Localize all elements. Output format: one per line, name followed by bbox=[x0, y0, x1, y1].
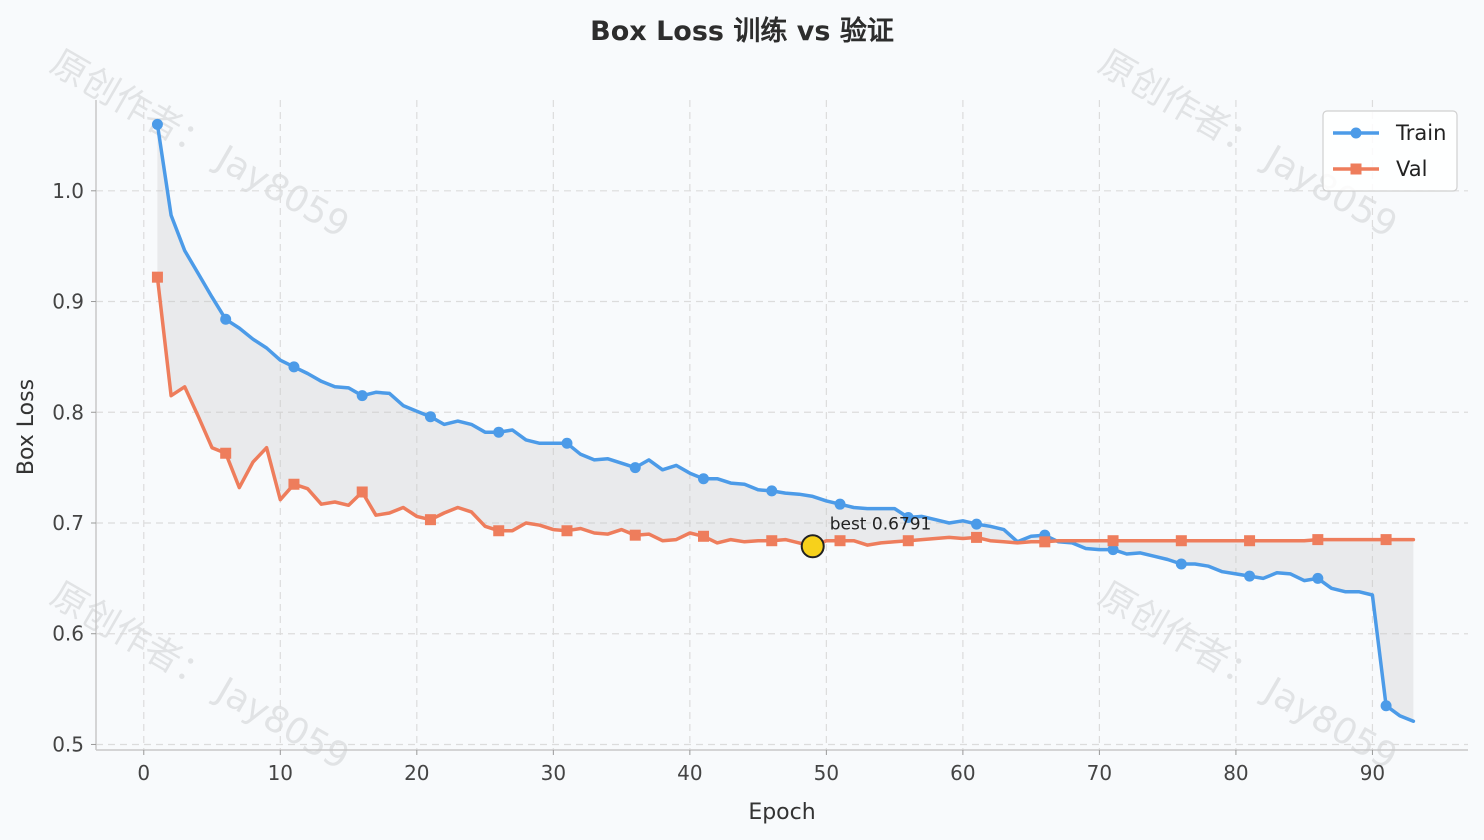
fill-between bbox=[157, 124, 1414, 722]
x-tick-label: 90 bbox=[1360, 761, 1385, 785]
val-point bbox=[629, 529, 641, 541]
x-tick-label: 70 bbox=[1087, 761, 1112, 785]
train-point bbox=[1380, 700, 1392, 712]
val-point bbox=[356, 486, 368, 498]
best-annotation: best 0.6791 bbox=[800, 514, 932, 559]
val-point bbox=[1039, 536, 1051, 548]
val-point bbox=[971, 531, 983, 543]
val-point bbox=[698, 530, 710, 542]
val-point bbox=[151, 271, 163, 283]
train-point bbox=[1175, 558, 1187, 570]
x-tick-label: 80 bbox=[1223, 761, 1248, 785]
val-point bbox=[1312, 534, 1324, 546]
val-point bbox=[1175, 535, 1187, 547]
best-point-marker bbox=[800, 534, 825, 559]
legend: Train Val bbox=[1322, 110, 1458, 192]
val-point bbox=[561, 525, 573, 537]
train-point bbox=[698, 473, 710, 485]
train-point bbox=[834, 498, 846, 510]
val-point bbox=[220, 447, 232, 459]
watermark-text: 原创作者： Jay8059 bbox=[44, 42, 356, 246]
train-point bbox=[1312, 572, 1324, 584]
best-point-label: best 0.6791 bbox=[830, 514, 932, 534]
train-point bbox=[493, 426, 505, 438]
x-tick-label: 10 bbox=[268, 761, 293, 785]
watermark-text: 原创作者： Jay8059 bbox=[1092, 574, 1404, 778]
y-axis-label: Box Loss bbox=[14, 379, 39, 475]
series-layer bbox=[151, 118, 1416, 723]
x-tick-label: 50 bbox=[814, 761, 839, 785]
train-point bbox=[1244, 570, 1256, 582]
x-tick-label: 40 bbox=[677, 761, 702, 785]
train-val-gap-area bbox=[157, 124, 1414, 722]
val-point bbox=[424, 514, 436, 526]
val-point bbox=[1380, 534, 1392, 546]
y-tick-label: 0.7 bbox=[52, 511, 84, 535]
train-point bbox=[220, 313, 232, 325]
train-point bbox=[356, 390, 368, 402]
chart-title: Box Loss 训练 vs 验证 bbox=[590, 15, 894, 47]
legend-label-train: Train bbox=[1395, 121, 1446, 145]
train-point bbox=[288, 361, 300, 373]
x-axis-label: Epoch bbox=[748, 800, 815, 825]
train-point bbox=[971, 518, 983, 530]
y-tick-label: 0.5 bbox=[52, 732, 84, 756]
train-point bbox=[629, 462, 641, 474]
train-point bbox=[902, 511, 914, 523]
val-line bbox=[155, 275, 1416, 549]
val-point bbox=[902, 535, 914, 547]
train-point bbox=[151, 118, 163, 130]
val-point bbox=[1107, 535, 1119, 547]
legend-marker-val bbox=[1350, 163, 1362, 175]
legend-marker-train bbox=[1350, 127, 1362, 139]
y-tick-label: 1.0 bbox=[52, 179, 84, 203]
x-tick-label: 60 bbox=[950, 761, 975, 785]
train-point bbox=[1107, 544, 1119, 556]
legend-label-val: Val bbox=[1396, 157, 1427, 181]
train-point bbox=[424, 411, 436, 423]
val-point bbox=[288, 478, 300, 490]
val-point bbox=[1244, 535, 1256, 547]
watermark-text: 原创作者： Jay8059 bbox=[44, 574, 356, 778]
axes: 0 10 20 30 40 50 60 70 80 90 0.5 0.6 0.7 0.8 0.9 1.0 bbox=[52, 100, 1468, 785]
y-tick-label: 0.6 bbox=[52, 622, 84, 646]
train-point bbox=[766, 485, 778, 497]
val-point bbox=[766, 535, 778, 547]
x-tick-label: 0 bbox=[137, 761, 150, 785]
y-tick-label: 0.9 bbox=[52, 290, 84, 314]
x-tick-label: 30 bbox=[541, 761, 566, 785]
val-point bbox=[493, 525, 505, 537]
val-point bbox=[834, 535, 846, 547]
x-tick-label: 20 bbox=[404, 761, 429, 785]
train-point bbox=[561, 437, 573, 449]
grid bbox=[96, 100, 1468, 750]
y-tick-label: 0.8 bbox=[52, 400, 84, 424]
